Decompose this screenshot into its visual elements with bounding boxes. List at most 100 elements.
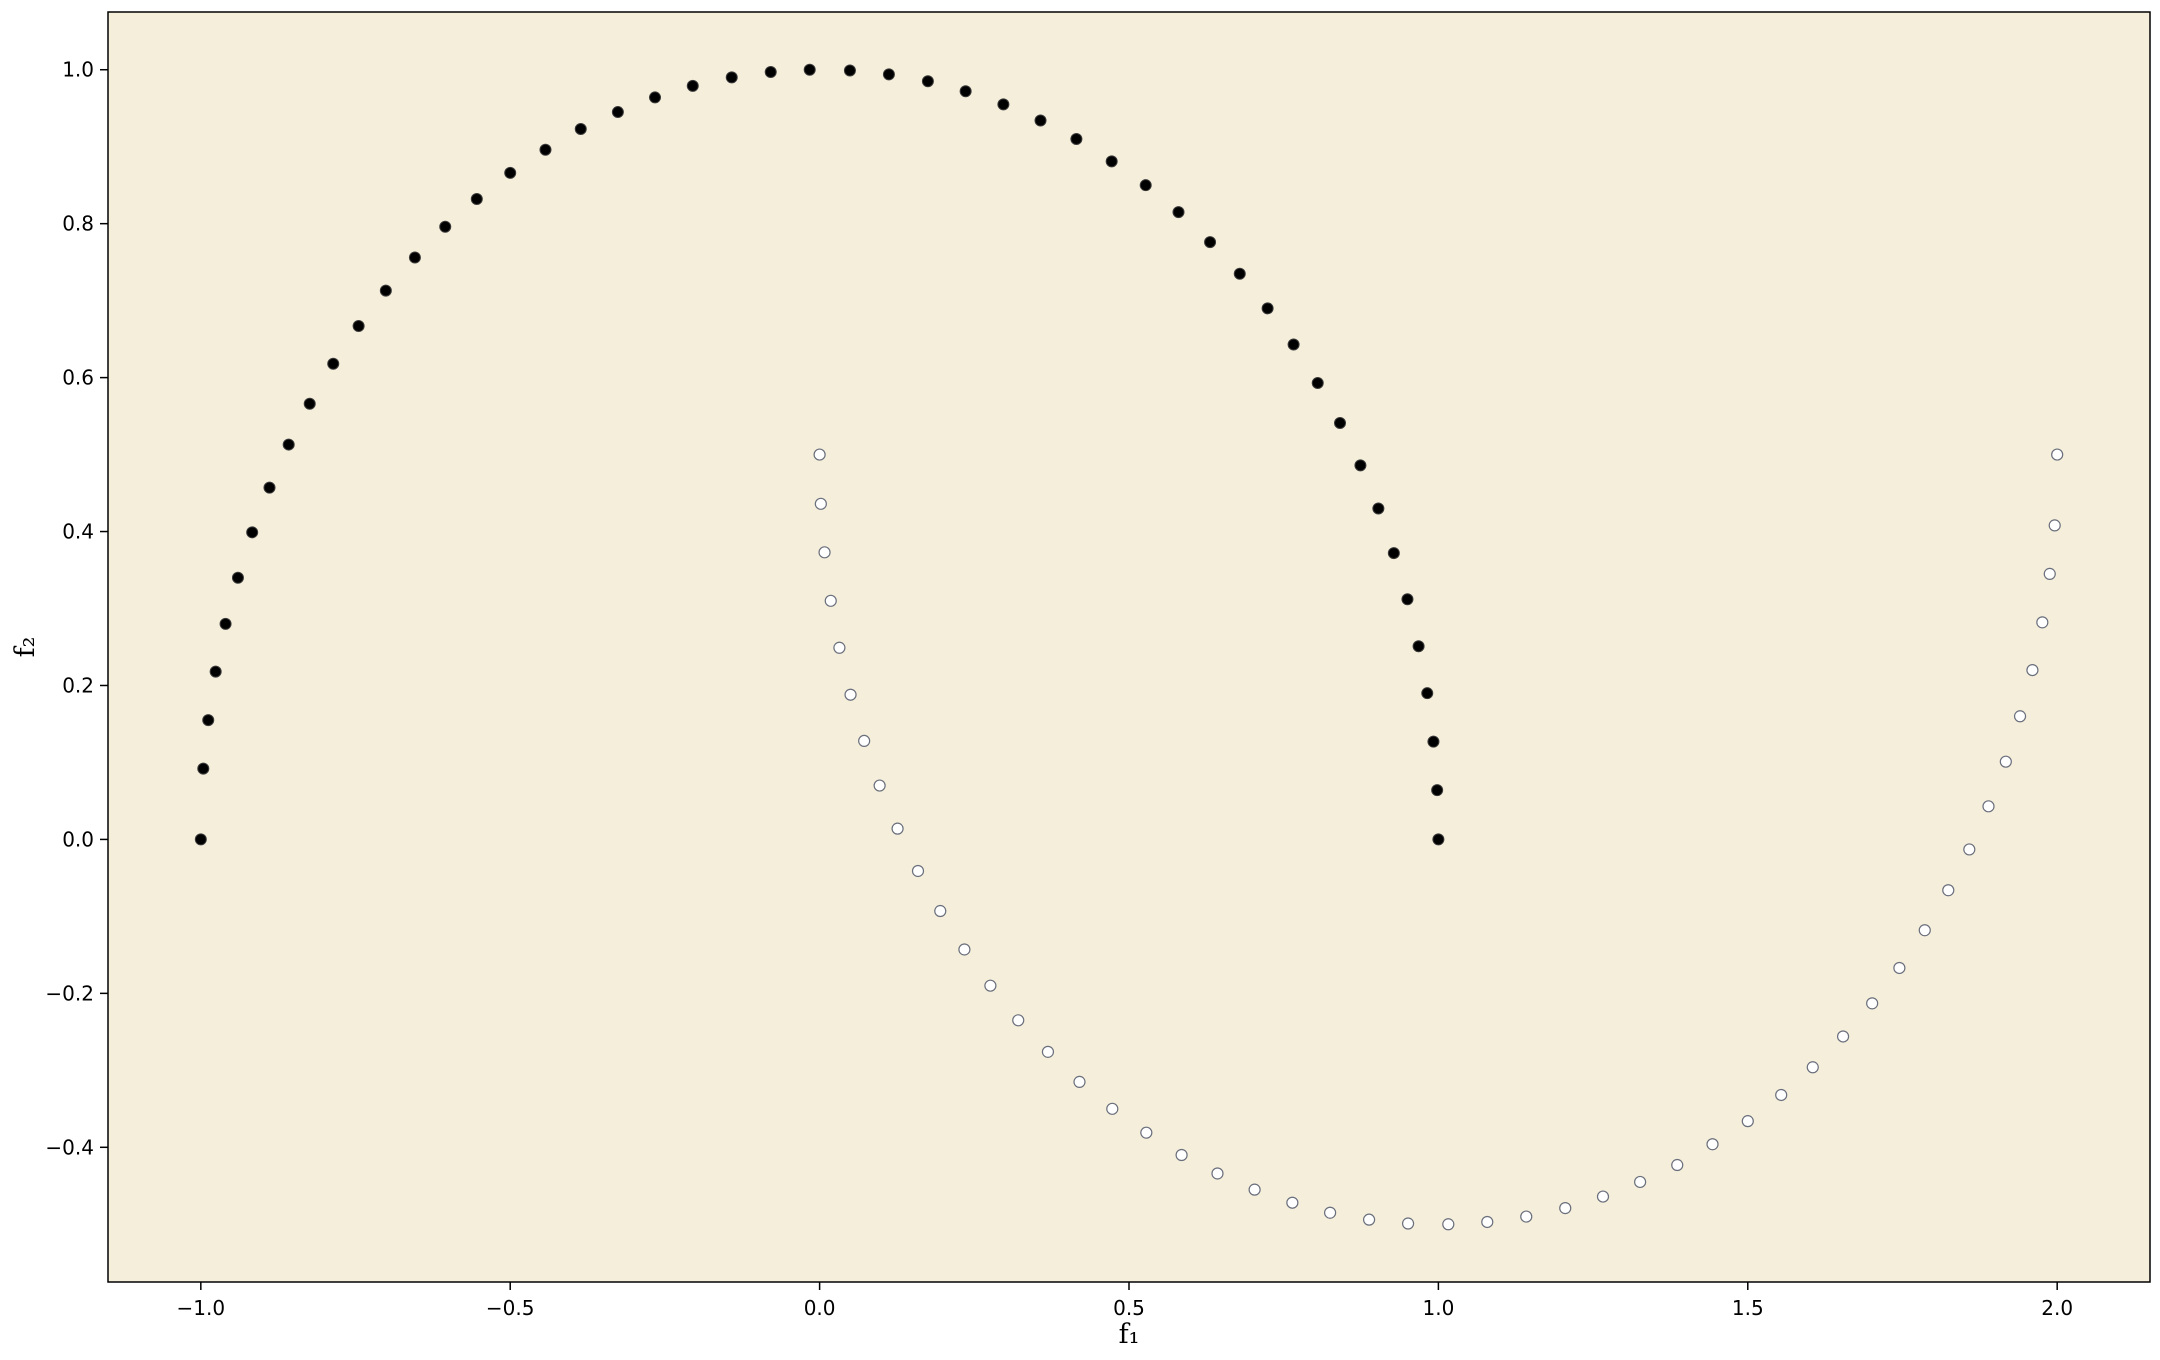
filled-point <box>1421 687 1434 700</box>
filled-point <box>439 220 452 233</box>
filled-point <box>1432 833 1445 846</box>
filled-point <box>327 357 340 370</box>
filled-point <box>1139 179 1152 192</box>
hollow-point <box>1520 1210 1533 1223</box>
y-tick-label: 0.0 <box>62 827 94 851</box>
hollow-point <box>958 943 971 956</box>
hollow-point <box>1106 1102 1119 1115</box>
x-tick-label: 0.5 <box>1113 1296 1145 1320</box>
filled-point <box>194 833 207 846</box>
y-tick-label: 1.0 <box>62 58 94 82</box>
hollow-point <box>1963 843 1976 856</box>
x-tick-label: −1.0 <box>177 1296 226 1320</box>
hollow-point <box>858 734 871 748</box>
hollow-point <box>1442 1218 1455 1231</box>
hollow-point <box>1211 1167 1224 1180</box>
scatter-points <box>194 63 2064 1231</box>
x-tick-label: −0.5 <box>486 1296 535 1320</box>
filled-point <box>1431 784 1444 797</box>
hollow-point <box>911 864 925 878</box>
hollow-point <box>891 822 904 835</box>
filled-point <box>959 85 972 98</box>
y-tick-label: −0.2 <box>45 981 94 1005</box>
hollow-point <box>1982 800 1995 813</box>
filled-point <box>882 68 895 81</box>
filled-point <box>1372 502 1385 515</box>
hollow-point <box>1073 1075 1086 1088</box>
filled-point <box>282 438 295 451</box>
filled-point <box>1172 206 1185 219</box>
hollow-point <box>818 546 831 559</box>
filled-point <box>1105 155 1118 168</box>
hollow-point <box>1012 1014 1025 1027</box>
filled-point <box>574 122 587 135</box>
filled-point <box>470 193 483 206</box>
filled-point <box>1354 459 1367 472</box>
hollow-point <box>1866 997 1879 1010</box>
filled-point <box>1034 114 1047 127</box>
hollow-point <box>1775 1088 1788 1102</box>
filled-point <box>1412 640 1425 653</box>
filled-point <box>803 63 816 76</box>
filled-point <box>539 143 552 156</box>
hollow-point <box>1806 1061 1819 1074</box>
filled-point <box>1311 376 1324 389</box>
hollow-point <box>1918 924 1931 937</box>
hollow-point <box>1324 1206 1337 1219</box>
y-tick-label: 0.8 <box>62 212 94 236</box>
filled-point <box>1334 417 1347 430</box>
filled-point <box>1261 302 1274 315</box>
hollow-point <box>1596 1190 1610 1203</box>
hollow-point <box>833 641 846 654</box>
x-tick-label: 1.0 <box>1422 1296 1454 1320</box>
y-tick-label: −0.4 <box>45 1135 94 1159</box>
filled-point <box>725 71 738 84</box>
filled-point <box>611 106 624 119</box>
hollow-point <box>1286 1196 1299 1209</box>
filled-point <box>1287 338 1300 351</box>
hollow-point <box>2026 663 2039 677</box>
hollow-point <box>1741 1115 1754 1128</box>
hollow-point <box>2043 567 2056 580</box>
filled-point <box>352 320 365 333</box>
x-axis-ticks: −1.0 −0.5 0.0 0.5 1.0 1.5 2.0 <box>177 1282 2073 1320</box>
filled-point <box>209 665 222 678</box>
hollow-point <box>1634 1175 1647 1189</box>
plot-frame <box>107 11 2151 1283</box>
y-tick-label: 0.6 <box>62 366 94 390</box>
filled-point <box>1401 593 1414 606</box>
hollow-point <box>1942 884 1955 897</box>
filled-point <box>231 571 244 584</box>
filled-point <box>1204 236 1217 249</box>
hollow-point <box>1893 961 1906 975</box>
hollow-point <box>1671 1158 1684 1172</box>
hollow-point <box>2048 519 2061 532</box>
hollow-point <box>1836 1030 1850 1043</box>
filled-point <box>649 91 662 104</box>
filled-point <box>921 75 934 88</box>
filled-point <box>997 98 1010 111</box>
hollow-point <box>2051 448 2064 461</box>
hollow-point <box>1041 1045 1055 1058</box>
filled-point <box>408 251 421 264</box>
x-tick-label: 2.0 <box>2041 1296 2073 1320</box>
filled-point <box>1070 133 1083 145</box>
hollow-point <box>814 497 827 510</box>
hollow-point <box>813 448 826 461</box>
hollow-point <box>1175 1148 1188 1162</box>
hollow-point <box>934 904 947 918</box>
filled-point <box>379 284 392 297</box>
y-tick-label: 0.2 <box>62 673 94 697</box>
hollow-point <box>844 688 857 701</box>
hollow-point <box>1706 1138 1719 1151</box>
y-axis-label: f₂ <box>10 637 41 658</box>
hollow-point <box>1401 1217 1415 1230</box>
hollow-point <box>2036 616 2049 629</box>
hollow-point <box>1140 1126 1153 1139</box>
filled-point <box>219 617 232 630</box>
hollow-point <box>2013 710 2027 723</box>
plot-area <box>108 12 2150 1282</box>
filled-point <box>1387 547 1400 560</box>
filled-point <box>686 79 699 92</box>
